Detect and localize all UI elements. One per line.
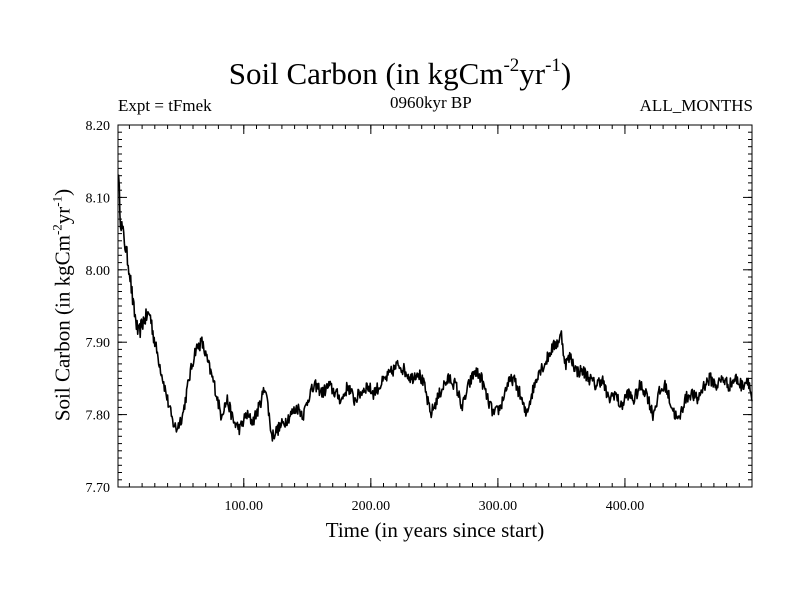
tick-layer: 7.70 7.80 7.90 8.00 8.10 8.20 100.00 200.00 300.… xyxy=(86,119,752,514)
data-layer xyxy=(117,174,753,442)
plot-frame xyxy=(117,124,753,488)
x-tick-label: 200.00 xyxy=(352,499,391,514)
series-line-soil-carbon xyxy=(117,174,753,442)
x-axis-label: Time (in years since start) xyxy=(325,518,545,542)
title-exp-1: -2 xyxy=(503,54,520,76)
chart-title: Soil Carbon (in kgCm-2yr-1) xyxy=(0,56,800,92)
months-label: ALL_MONTHS xyxy=(639,96,753,115)
x-tick-label: 400.00 xyxy=(606,499,645,514)
y-tick-label: 8.20 xyxy=(86,119,111,134)
title-text: Soil Carbon (in kgCm xyxy=(228,56,504,91)
experiment-label: Expt = tFmek xyxy=(118,96,212,115)
y-tick-label: 8.10 xyxy=(86,191,111,206)
title-unit: yr xyxy=(519,56,546,91)
title-close: ) xyxy=(560,56,572,91)
y-tick-label: 7.70 xyxy=(86,481,111,496)
period-label: 0960kyr BP xyxy=(390,93,472,112)
x-tick-label: 100.00 xyxy=(225,499,264,514)
y-tick-label: 7.80 xyxy=(86,409,111,424)
title-exp-2: -1 xyxy=(545,54,561,76)
y-tick-label: 7.90 xyxy=(86,336,111,351)
y-tick-label: 8.00 xyxy=(86,264,111,279)
x-tick-label: 300.00 xyxy=(479,499,518,514)
